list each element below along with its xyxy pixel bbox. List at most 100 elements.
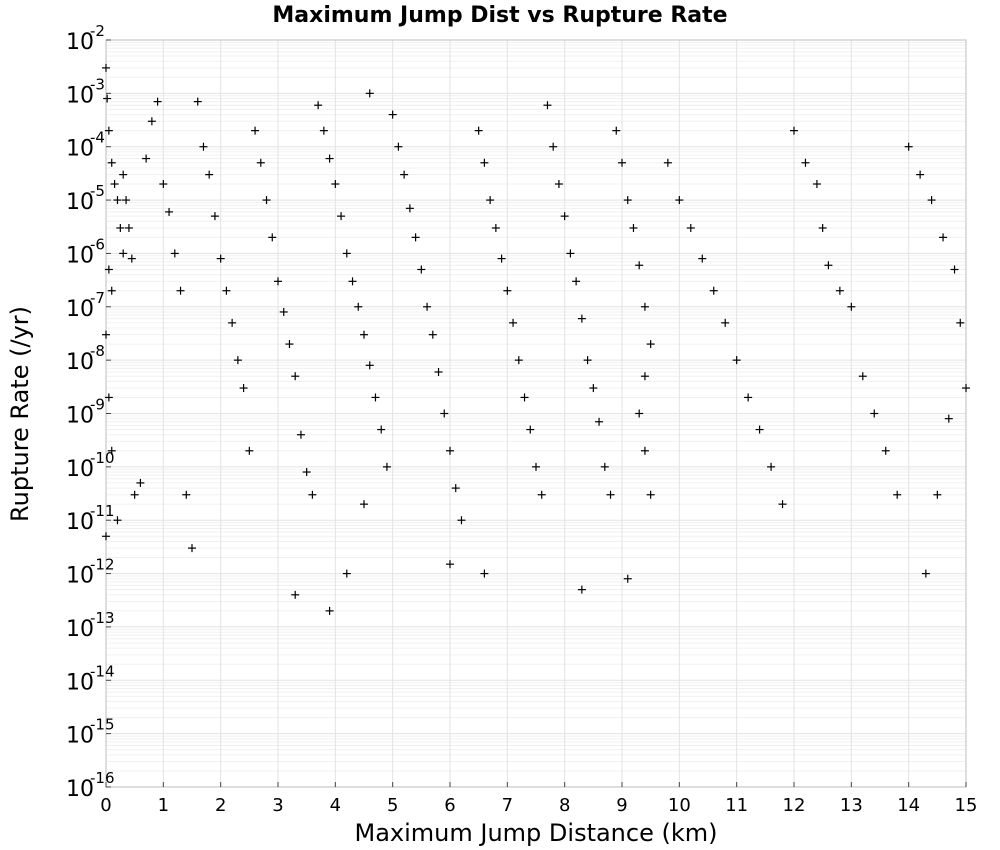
y-tick-exponent: -9 (90, 396, 105, 414)
data-point (744, 393, 753, 402)
data-point (778, 500, 787, 509)
data-point (302, 468, 311, 477)
data-point (342, 569, 351, 578)
data-point (210, 212, 219, 221)
data-point (188, 544, 196, 553)
data-point (394, 142, 403, 151)
data-point (434, 367, 443, 376)
data-point (537, 490, 546, 499)
x-tick-label: 9 (616, 795, 627, 816)
data-point (170, 249, 179, 258)
data-point (629, 223, 638, 232)
data-point (291, 590, 300, 599)
data-point (491, 223, 500, 232)
y-tick-exponent: -13 (90, 609, 115, 627)
data-point (405, 204, 414, 213)
data-point (893, 490, 902, 499)
x-tick-label: 5 (387, 795, 398, 816)
data-point (365, 89, 374, 98)
data-point (623, 196, 632, 205)
data-point (549, 142, 558, 151)
data-point (532, 462, 540, 471)
data-point (107, 446, 116, 455)
data-point (325, 606, 334, 615)
data-point (640, 372, 649, 381)
y-tick-label: 10 (66, 777, 94, 802)
data-point (962, 384, 970, 393)
y-tick-label: 10 (66, 190, 94, 215)
data-point (543, 101, 552, 110)
data-point (514, 356, 523, 365)
data-point (107, 158, 116, 167)
y-tick-label: 10 (66, 510, 94, 535)
y-tick-label: 10 (66, 297, 94, 322)
data-point (107, 286, 116, 295)
y-tick-exponent: -12 (90, 556, 115, 574)
data-point (921, 569, 930, 578)
x-axis: 0 1 2 3 4 5 6 7 8 9 10 11 12 13 14 15 (100, 782, 977, 816)
data-point (228, 318, 237, 327)
data-point (572, 277, 581, 286)
data-point (881, 446, 890, 455)
data-point (858, 372, 867, 381)
data-point (606, 490, 615, 499)
data-point (382, 462, 391, 471)
y-tick-label: 10 (66, 564, 94, 589)
data-point (755, 425, 764, 434)
data-point (623, 574, 632, 583)
data-point (291, 372, 300, 381)
data-point (182, 490, 191, 499)
data-point (646, 490, 655, 499)
data-point (153, 97, 162, 106)
data-point (193, 97, 202, 106)
y-tick-exponent: -5 (90, 182, 105, 200)
data-point (944, 414, 953, 423)
x-tick-label: 1 (158, 795, 169, 816)
x-tick-label: 13 (840, 795, 863, 816)
data-point (102, 63, 110, 72)
y-axis: 10-210-310-410-510-610-710-810-910-1010-… (66, 22, 115, 802)
data-point (835, 286, 844, 295)
data-point (698, 254, 707, 263)
data-point (440, 409, 449, 418)
data-point (400, 170, 409, 179)
data-point (199, 142, 208, 151)
x-tick-label: 7 (502, 795, 513, 816)
data-point (239, 384, 248, 393)
y-tick-exponent: -3 (90, 75, 105, 93)
data-point (325, 154, 334, 163)
data-point (577, 314, 586, 323)
x-tick-label: 12 (783, 795, 806, 816)
data-point (296, 430, 305, 439)
data-point (870, 409, 879, 418)
data-point (451, 484, 460, 493)
data-point (474, 126, 483, 135)
data-point (446, 446, 454, 455)
y-tick-label: 10 (66, 350, 94, 375)
data-point (331, 180, 340, 189)
data-point (509, 318, 518, 327)
data-point (147, 117, 156, 126)
data-point (268, 233, 277, 242)
data-point (635, 261, 644, 270)
data-point (251, 126, 260, 135)
x-tick-label: 15 (955, 795, 978, 816)
data-point (480, 158, 489, 167)
data-point (566, 249, 575, 258)
data-point (104, 126, 113, 135)
data-point (113, 516, 122, 525)
data-point (360, 330, 368, 339)
data-point (319, 126, 328, 135)
y-tick-label: 10 (66, 724, 94, 749)
data-point (732, 356, 741, 365)
data-point (103, 94, 112, 103)
data-point (847, 302, 856, 311)
y-tick-label: 10 (66, 670, 94, 695)
x-tick-label: 3 (272, 795, 283, 816)
data-point (417, 265, 426, 274)
data-point (233, 356, 242, 365)
data-point (635, 409, 644, 418)
data-point (262, 196, 271, 205)
data-point (486, 196, 495, 205)
